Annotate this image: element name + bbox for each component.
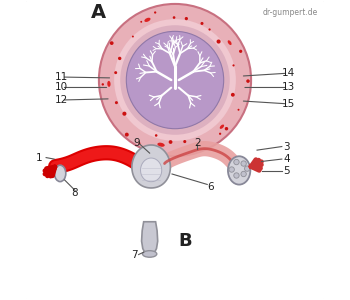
Circle shape bbox=[185, 17, 188, 20]
Circle shape bbox=[219, 133, 221, 135]
Circle shape bbox=[241, 171, 246, 177]
Circle shape bbox=[115, 101, 118, 104]
Circle shape bbox=[199, 145, 201, 147]
Text: 12: 12 bbox=[55, 95, 68, 105]
Circle shape bbox=[169, 140, 173, 144]
Text: 14: 14 bbox=[282, 68, 295, 78]
Circle shape bbox=[241, 161, 246, 166]
Circle shape bbox=[125, 133, 129, 136]
Polygon shape bbox=[142, 222, 158, 255]
Circle shape bbox=[234, 159, 239, 165]
Text: dr-gumpert.de: dr-gumpert.de bbox=[263, 8, 318, 17]
Ellipse shape bbox=[158, 143, 165, 147]
Text: 5: 5 bbox=[284, 166, 290, 176]
Text: B: B bbox=[178, 232, 192, 250]
Circle shape bbox=[114, 71, 117, 74]
Ellipse shape bbox=[228, 40, 232, 45]
Circle shape bbox=[122, 112, 126, 116]
Ellipse shape bbox=[107, 81, 111, 87]
Circle shape bbox=[140, 21, 142, 23]
Text: 11: 11 bbox=[55, 72, 68, 82]
FancyBboxPatch shape bbox=[25, 0, 326, 300]
Text: 4: 4 bbox=[284, 154, 290, 164]
Ellipse shape bbox=[55, 165, 66, 182]
Text: 10: 10 bbox=[55, 82, 68, 92]
Text: 1: 1 bbox=[36, 153, 43, 163]
Circle shape bbox=[132, 35, 134, 38]
Text: 7: 7 bbox=[131, 250, 138, 260]
Circle shape bbox=[114, 19, 236, 141]
Circle shape bbox=[217, 40, 220, 44]
Text: 6: 6 bbox=[208, 182, 214, 191]
Text: 8: 8 bbox=[72, 188, 78, 198]
Ellipse shape bbox=[220, 124, 224, 129]
Text: 3: 3 bbox=[284, 142, 290, 152]
Polygon shape bbox=[132, 145, 170, 188]
Text: A: A bbox=[91, 3, 106, 22]
Circle shape bbox=[245, 166, 250, 171]
Circle shape bbox=[173, 16, 175, 19]
Circle shape bbox=[126, 31, 224, 129]
Circle shape bbox=[238, 109, 239, 111]
Circle shape bbox=[234, 173, 239, 178]
Circle shape bbox=[201, 22, 203, 25]
Ellipse shape bbox=[142, 251, 157, 257]
Circle shape bbox=[225, 127, 228, 130]
Circle shape bbox=[231, 93, 235, 97]
Circle shape bbox=[229, 167, 234, 172]
Circle shape bbox=[246, 79, 250, 83]
Circle shape bbox=[155, 134, 158, 137]
Text: 9: 9 bbox=[133, 138, 140, 148]
Text: 15: 15 bbox=[282, 99, 295, 109]
Text: 2: 2 bbox=[194, 138, 201, 148]
Circle shape bbox=[154, 11, 156, 14]
Circle shape bbox=[239, 50, 242, 53]
Ellipse shape bbox=[228, 156, 250, 184]
Circle shape bbox=[118, 57, 121, 60]
Circle shape bbox=[102, 83, 104, 86]
Polygon shape bbox=[141, 158, 162, 182]
Circle shape bbox=[232, 64, 234, 67]
Text: 13: 13 bbox=[282, 82, 295, 92]
Circle shape bbox=[110, 41, 114, 45]
Circle shape bbox=[209, 28, 211, 31]
Ellipse shape bbox=[145, 18, 150, 22]
Circle shape bbox=[139, 142, 140, 144]
Circle shape bbox=[99, 4, 251, 156]
Circle shape bbox=[183, 140, 186, 143]
Circle shape bbox=[120, 25, 230, 135]
